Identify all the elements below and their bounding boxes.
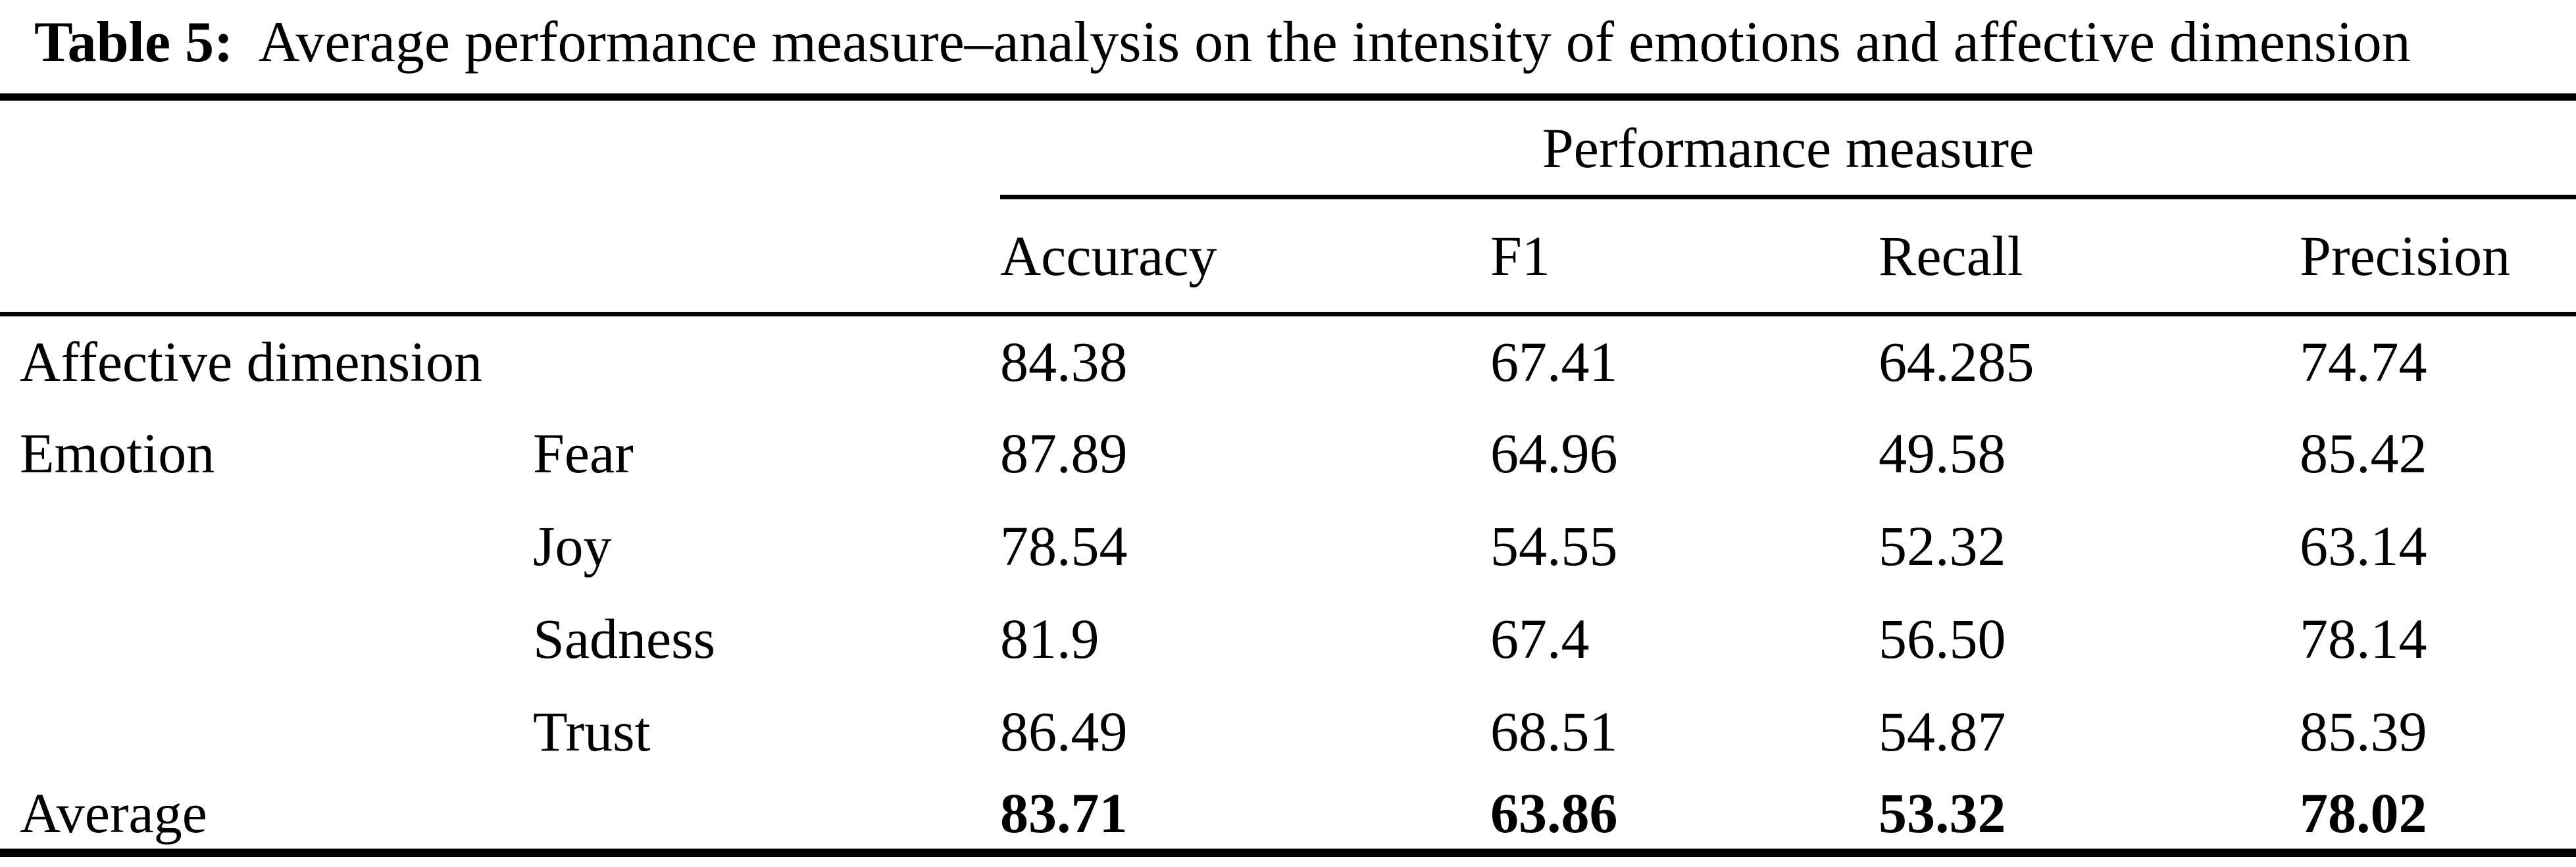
metric-value-recall: 53.32 — [1879, 781, 2006, 845]
metric-value-accuracy: 81.9 — [1000, 607, 1099, 670]
row-sublabel — [533, 778, 1000, 853]
group-header-spacer — [0, 97, 1000, 197]
performance-table: Performance measure Accuracy F1 Recall P… — [0, 93, 2576, 857]
metric-value-accuracy: 83.71 — [1000, 781, 1128, 845]
metric-value-precision: 78.14 — [2300, 607, 2427, 670]
column-header-spacer-2 — [533, 197, 1000, 316]
metric-value-f1: 67.4 — [1490, 607, 1590, 670]
metric-value-f1: 67.41 — [1490, 330, 1618, 393]
metric-value-precision: 74.74 — [2300, 330, 2427, 393]
column-header-f1: F1 — [1490, 197, 1879, 316]
metric-value-precision: 78.02 — [2300, 781, 2427, 845]
row-label: Emotion — [20, 422, 215, 485]
row-sublabel: Trust — [533, 700, 651, 763]
metric-value-f1: 63.86 — [1490, 781, 1618, 845]
table-row-emotion-trust: Trust 86.49 68.51 54.87 85.39 — [0, 685, 2576, 778]
column-header-accuracy: Accuracy — [1000, 197, 1490, 316]
metric-value-f1: 68.51 — [1490, 700, 1618, 763]
metric-value-recall: 56.50 — [1879, 607, 2006, 670]
metric-value-recall: 52.32 — [1879, 514, 2006, 578]
row-sublabel: Fear — [533, 422, 634, 485]
column-header-precision: Precision — [2300, 197, 2576, 316]
metric-value-recall: 64.285 — [1879, 330, 2034, 393]
table-row-affective-dimension: Affective dimension 84.38 67.41 64.285 7… — [0, 314, 2576, 407]
group-header-row: Performance measure — [0, 97, 2576, 199]
table-caption-text: Average performance measure–analysis on … — [258, 11, 2411, 74]
metric-value-f1: 54.55 — [1490, 514, 1618, 578]
row-sublabel: Joy — [533, 514, 612, 578]
row-label: Affective dimension — [20, 330, 482, 393]
metric-value-accuracy: 86.49 — [1000, 700, 1128, 763]
metric-value-accuracy: 84.38 — [1000, 330, 1128, 393]
metric-value-f1: 64.96 — [1490, 422, 1618, 485]
row-label — [0, 593, 533, 685]
column-header-spacer — [0, 197, 533, 316]
group-header-performance-measure: Performance measure — [1000, 97, 2576, 199]
metric-value-accuracy: 78.54 — [1000, 514, 1128, 578]
table-caption: Table 5: Average performance measure–anal… — [0, 0, 2576, 93]
metric-value-precision: 85.39 — [2300, 700, 2427, 763]
table-row-emotion-sadness: Sadness 81.9 67.4 56.50 78.14 — [0, 593, 2576, 685]
column-header-row: Accuracy F1 Recall Precision — [0, 197, 2576, 316]
row-sublabel: Sadness — [533, 607, 716, 670]
metric-value-recall: 54.87 — [1879, 700, 2006, 763]
table-caption-label: Table 5: — [34, 11, 234, 74]
column-header-recall: Recall — [1879, 197, 2300, 316]
metric-value-accuracy: 87.89 — [1000, 422, 1128, 485]
row-label — [0, 685, 533, 778]
table-row-average: Average 83.71 63.86 53.32 78.02 — [0, 778, 2576, 853]
metric-value-precision: 63.14 — [2300, 514, 2427, 578]
table-row-emotion-fear: Emotion Fear 87.89 64.96 49.58 85.42 — [0, 407, 2576, 500]
row-label — [0, 500, 533, 593]
row-sublabel — [533, 314, 1000, 407]
table-row-emotion-joy: Joy 78.54 54.55 52.32 63.14 — [0, 500, 2576, 593]
row-label: Average — [20, 781, 207, 845]
metric-value-recall: 49.58 — [1879, 422, 2006, 485]
metric-value-precision: 85.42 — [2300, 422, 2427, 485]
